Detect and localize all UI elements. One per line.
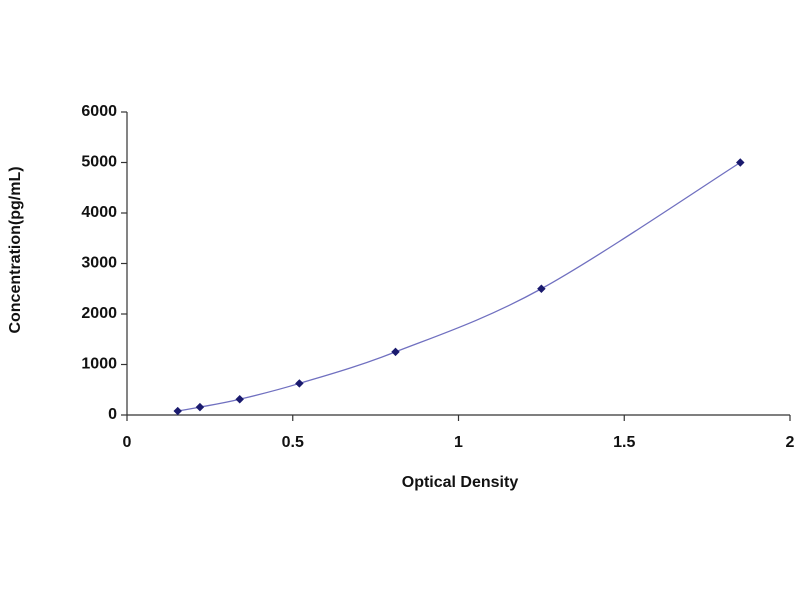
data-point [295,379,304,388]
y-tick-label: 6000 [81,103,117,120]
data-point [235,395,244,404]
y-tick-label: 0 [108,406,117,423]
y-tick-label: 4000 [81,204,117,221]
fit-curve [177,161,741,412]
y-tick-label: 1000 [81,356,117,373]
x-tick-label: 0 [123,434,132,451]
x-tick-label: 1 [454,434,463,451]
x-tick-label: 1.5 [613,434,635,451]
y-tick-label: 3000 [81,255,117,272]
y-tick-label: 5000 [81,154,117,171]
data-point [195,402,205,412]
data-point [736,158,745,167]
x-tick-label: 2 [786,434,795,451]
data-point [173,406,182,416]
y-axis-label: Concentration(pg/mL) [7,166,24,333]
x-axis-label: Optical Density [402,474,519,491]
x-tick-label: 0.5 [282,434,304,451]
data-point [391,347,400,357]
data-point [537,284,546,293]
y-tick-label: 2000 [81,305,117,322]
